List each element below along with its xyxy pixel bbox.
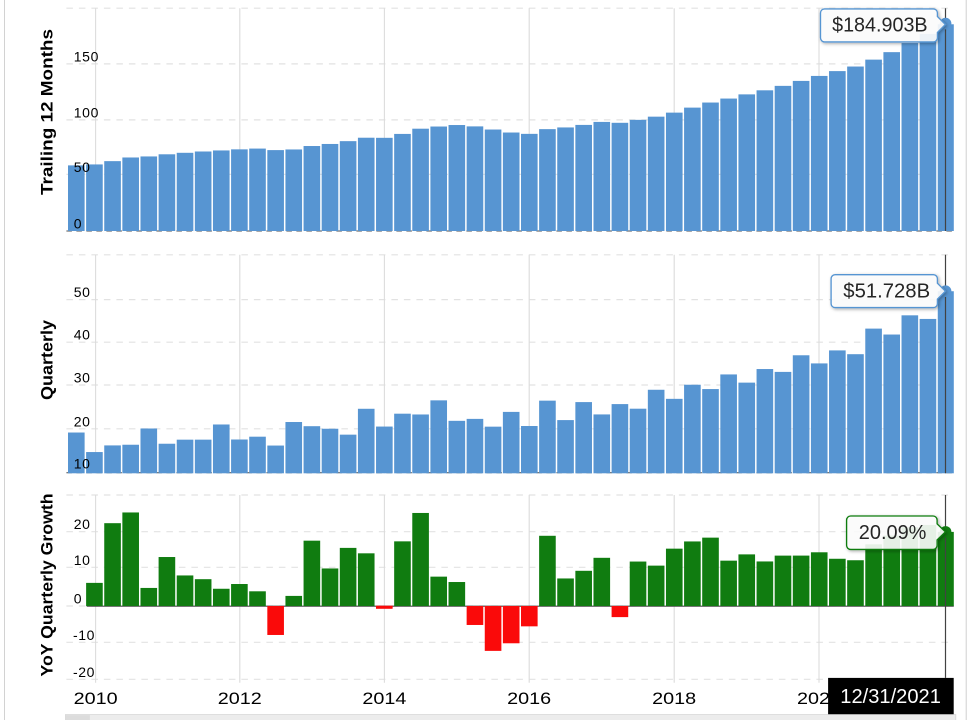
svg-text:Trailing 12 Months: Trailing 12 Months (38, 29, 57, 195)
svg-text:20: 20 (74, 413, 91, 429)
svg-text:150: 150 (74, 48, 99, 64)
svg-text:-20: -20 (73, 664, 95, 680)
svg-text:20.09%: 20.09% (859, 522, 927, 544)
svg-text:100: 100 (74, 104, 99, 120)
svg-text:0: 0 (74, 216, 82, 232)
svg-text:0: 0 (74, 591, 82, 607)
svg-text:$184.903B: $184.903B (832, 14, 928, 36)
svg-text:10: 10 (74, 455, 91, 471)
svg-text:50: 50 (74, 159, 91, 175)
svg-text:50: 50 (74, 284, 91, 300)
svg-text:2016: 2016 (507, 689, 551, 708)
svg-text:2010: 2010 (74, 689, 118, 708)
svg-text:Quarterly: Quarterly (38, 319, 57, 400)
svg-text:30: 30 (74, 370, 91, 386)
svg-text:2018: 2018 (652, 689, 696, 708)
svg-text:10: 10 (74, 552, 91, 568)
svg-text:20: 20 (74, 516, 91, 532)
svg-text:2014: 2014 (362, 689, 406, 708)
svg-text:12/31/2021: 12/31/2021 (840, 686, 941, 708)
svg-text:40: 40 (74, 327, 91, 343)
svg-text:YoY Quarterly Growth: YoY Quarterly Growth (38, 494, 57, 677)
svg-text:2012: 2012 (218, 689, 262, 708)
svg-text:$51.728B: $51.728B (843, 280, 930, 302)
svg-text:-10: -10 (73, 627, 95, 643)
